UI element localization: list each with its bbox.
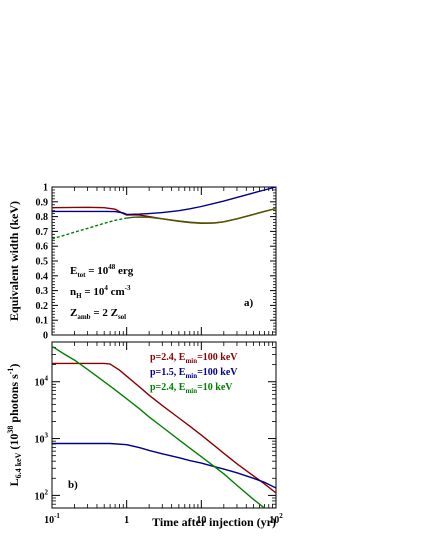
panel-a-y-tick-label: 0.2 [36, 301, 49, 312]
panel-b-x-tick-label: 10 [196, 515, 206, 526]
panel-a-y-tick-label: 0.9 [36, 197, 49, 208]
panel-a-y-tick-label: 0.1 [36, 316, 49, 327]
annotation-zamb: Zamb = 2 Zsol [70, 307, 126, 321]
panel-a-y-tick-label: 0.4 [36, 271, 49, 282]
panel-a-series-line-1 [51, 206, 277, 225]
x-axis-title: Time after injection (yr) [152, 515, 276, 529]
panel-b-y-ticks: 102 103 104 [35, 341, 276, 509]
panel-a-series-line-2 [52, 186, 277, 216]
panel-b-series-line-3 [52, 345, 265, 508]
panel-a-y-tick-label: 0.8 [36, 212, 49, 223]
annotation-nh: nH = 104 cm-3 [70, 284, 131, 300]
panel-b-label: b) [68, 479, 78, 491]
legend: p=2.4, Emin=100 keV p=1.5, Emin=100 keV … [150, 352, 238, 395]
panel-a-y-ticks: 0 0.1 0.2 0.3 0.4 0.5 0.6 0.7 0.8 0.9 1 [36, 183, 276, 342]
panel-b-series-line-2 [52, 442, 276, 489]
panel-b-x-ticks: 10-1 1 10 102 [44, 342, 283, 526]
panel-b-y-tick-label: 104 [35, 375, 49, 389]
panel-b-y-axis-title: L6.4 keV (1038 photons s-1) [6, 364, 23, 487]
panel-a-y-tick-label: 0.7 [36, 227, 49, 238]
legend-entry-3: p=2.4, Emin=10 keV [150, 382, 233, 395]
panel-b-frame [51, 341, 277, 509]
panel-b: 102 103 104 10-1 1 10 102 b) L6.4 keV (1038 p… [6, 341, 283, 529]
panel-a-y-axis-title: Equivalent width (keV) [7, 201, 21, 321]
panel-a-series-line-3 [51, 217, 127, 240]
panel-a-y-tick-label: 0.6 [36, 242, 49, 253]
panel-b-x-tick-label: 1 [124, 515, 129, 526]
panel-a-y-tick-label: 0.3 [36, 286, 49, 297]
panel-a-y-tick-label: 0.5 [36, 257, 49, 268]
panel-a-series [51, 186, 277, 240]
panel-b-x-tick-label: 10-1 [44, 512, 60, 526]
panel-b-series-line-1 [52, 362, 276, 494]
panel-b-y-tick-label: 102 [35, 488, 49, 502]
panel-b-series [52, 345, 276, 508]
panel-a: 0 0.1 0.2 0.3 0.4 0.5 0.6 0.7 0.8 0.9 1 Equivalent… [7, 183, 277, 342]
panel-a-y-tick-label: 1 [43, 183, 48, 194]
legend-entry-2: p=1.5, Emin=100 keV [150, 367, 238, 380]
panel-b-x-tick-label: 102 [269, 512, 283, 526]
panel-a-x-ticks [51, 187, 277, 335]
panel-b-y-tick-label: 103 [35, 432, 49, 446]
annotation-etot: Etot = 1048 erg [70, 263, 134, 279]
panel-a-label: a) [244, 297, 254, 309]
panel-a-y-tick-label: 0 [43, 331, 48, 342]
panel-a-series-line-4 [126, 207, 277, 224]
legend-entry-1: p=2.4, Emin=100 keV [150, 352, 238, 365]
